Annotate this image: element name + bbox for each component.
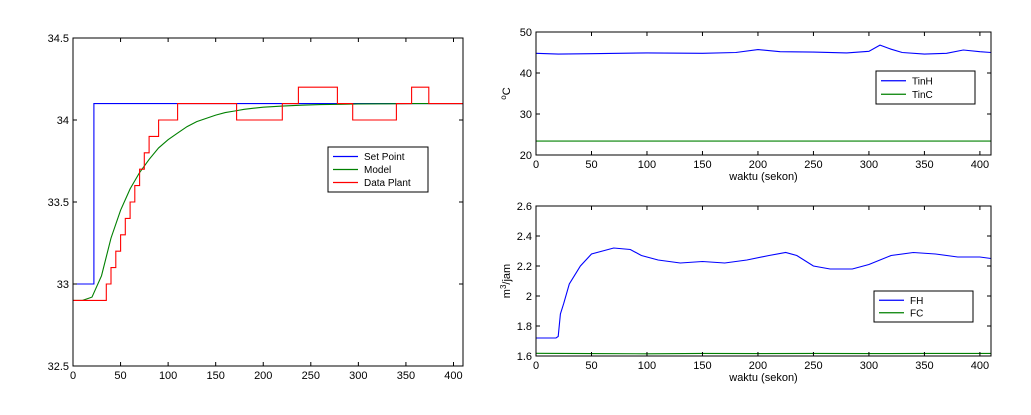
x-tick-label: 0 <box>533 360 539 372</box>
x-tick-label: 250 <box>302 370 320 382</box>
y-tick-label: 50 <box>520 27 532 39</box>
x-tick-label: 400 <box>971 360 989 372</box>
chart-temperature: 0 50 100 150 200 250 300 350 400 20 30 40 50 waktu (s… <box>499 27 992 183</box>
series-line-set-point <box>73 103 463 285</box>
x-tick-label: 0 <box>533 159 539 171</box>
legend-entry: TinC <box>912 90 933 101</box>
x-axis-label: waktu (sekon) <box>728 372 797 384</box>
x-tick-label: 400 <box>971 159 989 171</box>
y-tick-label: 32.5 <box>48 361 69 373</box>
x-tick-label: 300 <box>860 360 878 372</box>
x-tick-label: 350 <box>397 370 415 382</box>
series-line-tinh <box>536 44 991 55</box>
y-tick-label: 2.4 <box>517 231 532 243</box>
x-axis-label: waktu (sekon) <box>728 171 797 183</box>
y-tick-label: 1.6 <box>517 351 532 363</box>
y-tick-label: 2.6 <box>517 201 532 213</box>
x-tick-label: 200 <box>749 159 767 171</box>
x-tick-label: 250 <box>804 159 822 171</box>
axes-frame <box>535 205 992 357</box>
y-tick-label: 20 <box>520 150 532 162</box>
x-tick-label: 250 <box>804 360 822 372</box>
plot-area <box>73 38 463 366</box>
legend-entry: Data Plant <box>364 178 411 189</box>
x-tick-label: 50 <box>585 159 597 171</box>
y-tick-label: 2.2 <box>517 261 532 273</box>
legend-box <box>875 70 976 105</box>
y-tick-label: 34 <box>57 115 69 127</box>
chart-setpoint-response: 0 50 100 150 200 250 300 350 400 32.5 33 33.5 34 34.5… <box>48 33 464 382</box>
chart-flow-rate: 0 50 100 150 200 250 300 350 400 1.6 1.8 2 2.2 2.4 2.6… <box>499 201 992 384</box>
legend-box <box>327 146 429 193</box>
x-tick-label: 100 <box>638 159 656 171</box>
x-tick-label: 200 <box>254 370 272 382</box>
y-axis-label: oC <box>499 87 513 99</box>
y-tick-label: 30 <box>520 109 532 121</box>
x-tick-label: 150 <box>693 159 711 171</box>
x-tick-label: 50 <box>585 360 597 372</box>
y-tick-label: 2 <box>526 291 532 303</box>
series-line-data-plant <box>73 86 463 301</box>
series-line-model <box>73 103 463 301</box>
y-axis-label: m3/jam <box>499 264 513 298</box>
series-line-fc <box>536 352 991 355</box>
series-line-fh <box>536 247 991 339</box>
x-tick-label: 0 <box>70 370 76 382</box>
x-tick-label: 100 <box>159 370 177 382</box>
legend-entry: Set Point <box>364 152 405 163</box>
legend-entry: Model <box>364 165 391 176</box>
axes-frame <box>535 31 992 156</box>
x-tick-label: 300 <box>860 159 878 171</box>
y-tick-label: 40 <box>520 68 532 80</box>
x-tick-label: 150 <box>693 360 711 372</box>
plot-area <box>536 206 991 356</box>
x-tick-label: 400 <box>444 370 462 382</box>
x-tick-label: 300 <box>349 370 367 382</box>
legend-entry: FC <box>910 308 923 319</box>
legend-box <box>873 290 974 323</box>
legend-entry: TinH <box>912 76 933 87</box>
legend-entry: FH <box>910 296 923 307</box>
y-tick-label: 33.5 <box>48 197 69 209</box>
x-tick-label: 350 <box>915 360 933 372</box>
x-tick-label: 350 <box>915 159 933 171</box>
x-tick-label: 150 <box>207 370 225 382</box>
y-tick-label: 34.5 <box>48 33 69 45</box>
y-tick-label: 33 <box>57 279 69 291</box>
y-tick-label: 1.8 <box>517 321 532 333</box>
x-tick-label: 100 <box>638 360 656 372</box>
x-tick-label: 50 <box>114 370 126 382</box>
x-tick-label: 200 <box>749 360 767 372</box>
